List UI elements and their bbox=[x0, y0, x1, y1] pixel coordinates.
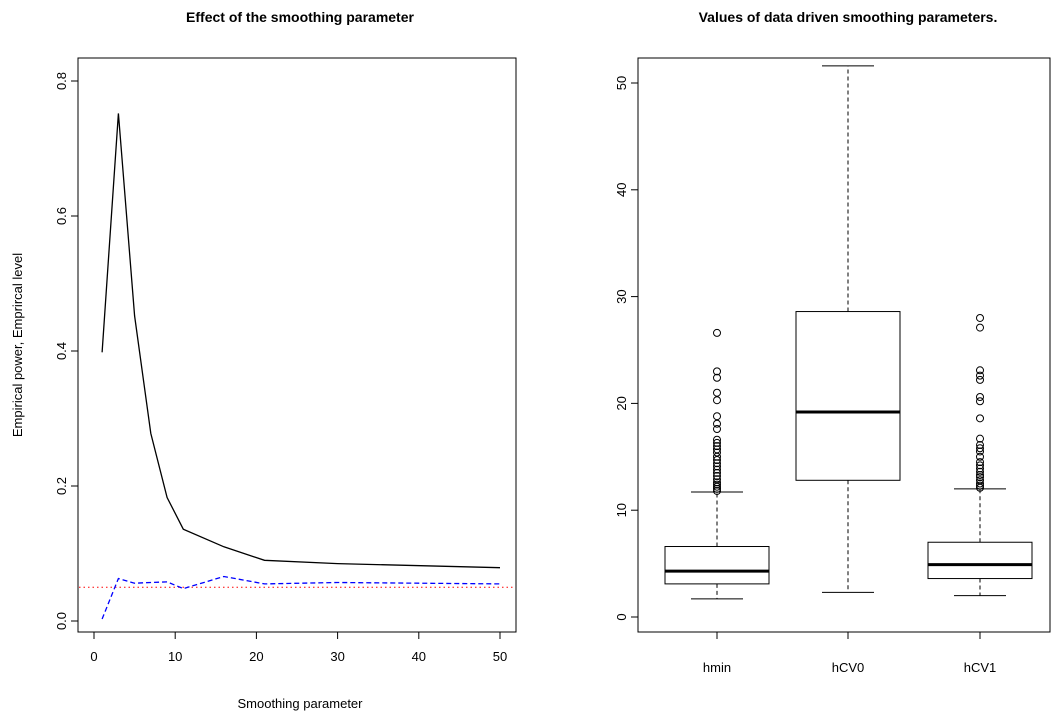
y-tick-label-left: 0.4 bbox=[54, 342, 69, 360]
box-iqr bbox=[927, 541, 1033, 580]
x-tick-label-left: 20 bbox=[249, 649, 263, 664]
y-tick-label-right: 50 bbox=[614, 76, 629, 90]
outlier-point bbox=[976, 397, 984, 406]
outlier-point bbox=[713, 468, 721, 477]
y-axis-label-left: Empirical power, Emprircal level bbox=[10, 253, 25, 437]
y-tick-label-right: 10 bbox=[614, 503, 629, 517]
outlier-point bbox=[713, 373, 721, 382]
box-iqr bbox=[795, 311, 901, 481]
box-hmin bbox=[664, 328, 770, 600]
outlier-point bbox=[976, 452, 984, 461]
box-series bbox=[664, 65, 1033, 600]
outlier-point bbox=[976, 479, 984, 488]
y-tick-label-right: 40 bbox=[614, 183, 629, 197]
outlier-point bbox=[976, 470, 984, 479]
plot-frame-left bbox=[77, 57, 517, 633]
box-hCV0 bbox=[795, 65, 901, 593]
outlier-point bbox=[713, 435, 721, 444]
outlier-point bbox=[976, 467, 984, 476]
outlier-point bbox=[976, 481, 984, 490]
x-tick-label-left: 40 bbox=[412, 649, 426, 664]
outlier-point bbox=[976, 313, 984, 322]
x-tick-label-left: 0 bbox=[90, 649, 97, 664]
outlier-point bbox=[713, 396, 721, 405]
y-tick-label-right: 20 bbox=[614, 396, 629, 410]
outlier-point bbox=[976, 434, 984, 443]
outlier-point bbox=[976, 464, 984, 473]
outlier-point bbox=[713, 478, 721, 487]
outlier-point bbox=[713, 486, 721, 495]
box-iqr bbox=[664, 546, 770, 585]
outlier-point bbox=[976, 447, 984, 456]
y-tick-label-left: 0.6 bbox=[54, 207, 69, 225]
x-axis-label-left: Smoothing parameter bbox=[237, 696, 363, 711]
outlier-point bbox=[976, 323, 984, 332]
outlier-point bbox=[976, 414, 984, 423]
outlier-point bbox=[713, 475, 721, 484]
outlier-point bbox=[976, 366, 984, 375]
series-lines bbox=[79, 113, 515, 620]
y-tick-label-left: 0.8 bbox=[54, 72, 69, 90]
category-label: hCV0 bbox=[832, 660, 865, 675]
outlier-point bbox=[976, 476, 984, 485]
power-line bbox=[101, 113, 501, 569]
chart-title-left: Effect of the smoothing parameter bbox=[186, 9, 414, 25]
outlier-point bbox=[976, 473, 984, 482]
outlier-point bbox=[976, 458, 984, 467]
y-tick-label-right: 0 bbox=[614, 613, 629, 620]
outlier-point bbox=[713, 388, 721, 397]
outlier-point bbox=[976, 461, 984, 470]
category-label: hCV1 bbox=[964, 660, 997, 675]
outlier-point bbox=[713, 425, 721, 434]
category-label: hmin bbox=[703, 660, 731, 675]
outlier-point bbox=[713, 448, 721, 457]
y-tick-label-left: 0.2 bbox=[54, 477, 69, 495]
boxplot-chart: Values of data driven smoothing paramete… bbox=[614, 9, 1051, 675]
y-axis-right: 0 10 20 30 40 50 bbox=[614, 76, 639, 621]
outlier-point bbox=[713, 484, 721, 493]
outlier-point bbox=[713, 462, 721, 471]
outlier-point bbox=[976, 375, 984, 384]
outlier-point bbox=[713, 442, 721, 451]
x-axis-right: hmin hCV0 hCV1 bbox=[703, 631, 997, 675]
outlier-point bbox=[713, 480, 721, 489]
outlier-point bbox=[713, 419, 721, 428]
chart-title-right: Values of data driven smoothing paramete… bbox=[699, 9, 998, 25]
y-axis-left: 0.0 0.2 0.4 0.6 0.8 bbox=[54, 72, 79, 630]
box-hCV1 bbox=[927, 313, 1033, 597]
outlier-point bbox=[976, 441, 984, 450]
x-axis-left: 0 10 20 30 40 50 bbox=[90, 631, 507, 664]
outlier-point bbox=[713, 459, 721, 468]
x-tick-label-left: 10 bbox=[168, 649, 182, 664]
outlier-point bbox=[713, 412, 721, 421]
y-tick-label-left: 0.0 bbox=[54, 612, 69, 630]
outlier-point bbox=[713, 328, 721, 337]
outlier-point bbox=[713, 367, 721, 376]
x-tick-label-left: 30 bbox=[330, 649, 344, 664]
outlier-point bbox=[713, 465, 721, 474]
outlier-point bbox=[713, 472, 721, 481]
outlier-point bbox=[713, 445, 721, 454]
power-chart: Effect of the smoothing parameter 0 10 20 3… bbox=[10, 9, 517, 711]
y-tick-label-right: 30 bbox=[614, 289, 629, 303]
outlier-point bbox=[976, 392, 984, 401]
outlier-point bbox=[976, 444, 984, 453]
x-tick-label-left: 50 bbox=[493, 649, 507, 664]
outlier-point bbox=[976, 371, 984, 380]
outlier-point bbox=[713, 438, 721, 447]
level-line bbox=[101, 575, 501, 620]
